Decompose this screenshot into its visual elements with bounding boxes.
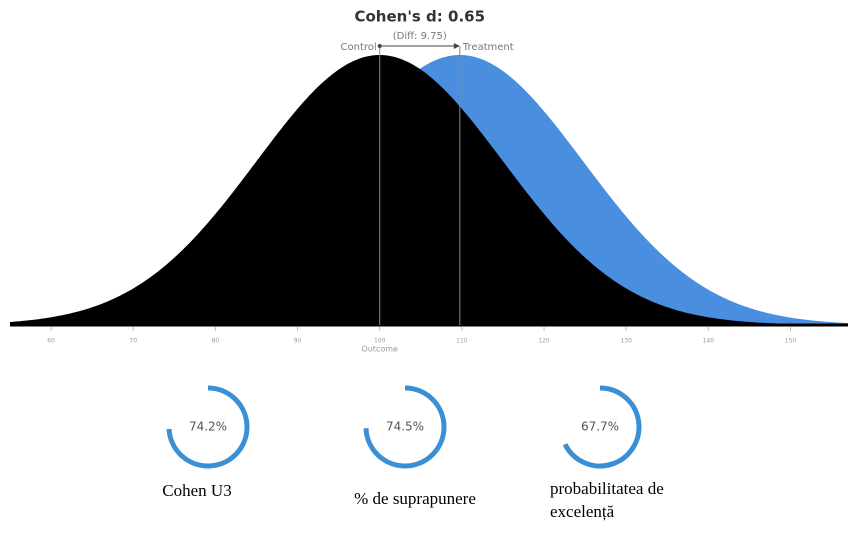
gauge-value: 74.5% (386, 420, 424, 434)
gauge-value: 67.7% (581, 420, 619, 434)
gauge-arc (166, 385, 250, 469)
arrow-head (453, 43, 460, 49)
x-tick-label: 100 (374, 338, 386, 345)
x-tick-label: 70 (129, 338, 137, 345)
x-axis-label: Outcome (361, 345, 398, 354)
series-label: Treatment (462, 42, 514, 53)
x-tick-label: 130 (620, 338, 632, 345)
arrow-dot (377, 44, 382, 48)
x-tick-label: 110 (456, 338, 468, 345)
gauge-arc (363, 385, 447, 469)
gauge-label: Cohen U3 (162, 481, 232, 500)
gauge-arc (562, 385, 642, 469)
x-tick-label: 120 (538, 338, 550, 345)
gauge-label: % de suprapunere (354, 489, 476, 508)
x-tick-label: 140 (703, 338, 715, 345)
x-tick-label: 90 (294, 338, 302, 345)
gauge-label: probabilitatea de excelență (550, 479, 664, 521)
annotation: (Diff: 9.75) (393, 31, 447, 42)
gauge-value: 74.2% (189, 420, 227, 434)
density-curve (10, 55, 848, 325)
chart-title: Cohen's d: 0.65 (354, 8, 485, 26)
x-tick-label: 60 (47, 338, 55, 345)
series-label: Control (341, 42, 377, 53)
x-tick-label: 150 (785, 338, 797, 345)
x-tick-label: 80 (212, 338, 220, 345)
